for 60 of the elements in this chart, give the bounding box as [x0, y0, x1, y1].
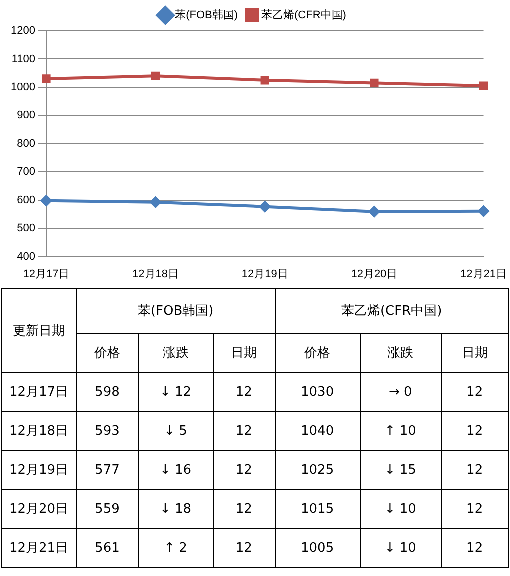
text: 1040 — [275, 412, 360, 450]
text: 1030 — [275, 372, 360, 412]
text: 价格 — [304, 346, 331, 361]
text: ↓ 10 — [360, 528, 442, 568]
text: 559 — [76, 490, 138, 528]
y-tick-label: 400 — [17, 250, 36, 263]
text: ↓ 12 — [138, 372, 214, 412]
text: 12 — [441, 528, 508, 568]
text: 593 — [76, 412, 138, 450]
text: 561 — [76, 528, 138, 568]
y-tick-label: 900 — [17, 110, 36, 122]
text: 苯乙烯(CFR中国) — [341, 304, 442, 319]
text: 12 — [441, 372, 508, 412]
text: → 0 — [360, 372, 442, 412]
text: 涨跌 — [388, 346, 414, 361]
x-tick-label: 12月19日 — [242, 268, 288, 280]
text: 12 — [213, 450, 276, 490]
y-tick-label: 1100 — [12, 53, 36, 66]
text: 12 — [441, 412, 508, 450]
text: ↓ 16 — [138, 450, 214, 490]
text: 价格 — [76, 334, 138, 372]
text: 598 — [76, 372, 138, 412]
text: 苯(FOB韩国) — [138, 304, 214, 319]
x-tick-label: 12月17日 — [23, 268, 70, 280]
x-tick-label: 12月20日 — [351, 268, 398, 280]
x-tick-label: 12月21日 — [460, 268, 508, 280]
text: 12 — [213, 412, 276, 450]
y-tick-label: 500 — [17, 222, 36, 235]
text: 1005 — [275, 528, 360, 568]
category-label: 12月20日 — [9, 502, 69, 517]
category-label: 12月18日 — [9, 424, 69, 439]
text: 涨跌 — [138, 334, 214, 372]
y-tick-label: 600 — [17, 194, 36, 206]
y-tick-label: 800 — [17, 138, 36, 150]
x-tick-label: 12月18日 — [132, 268, 180, 280]
text: 日期 — [462, 346, 488, 361]
text: 12 — [213, 372, 276, 412]
text: ↓ 10 — [360, 490, 442, 528]
text: ↓ 18 — [138, 490, 214, 528]
category-label: 12月21日 — [9, 541, 69, 556]
text: 1015 — [275, 490, 360, 528]
text: 1025 — [275, 450, 360, 490]
y-tick-label: 1000 — [10, 81, 36, 94]
text: 12 — [213, 528, 276, 568]
text: ↑ 10 — [360, 412, 442, 450]
text: ↓ 15 — [360, 450, 442, 490]
text: 12 — [441, 450, 508, 490]
y-tick-label: 1200 — [10, 25, 36, 38]
text: ↓ 5 — [138, 412, 214, 450]
y-tick-label: 700 — [17, 166, 36, 178]
legend-label: 苯(FOB韩国) — [175, 8, 238, 22]
text: 12 — [441, 490, 508, 528]
text: 12 — [213, 490, 276, 528]
text: ↑ 2 — [138, 528, 214, 568]
text: 日期 — [213, 334, 276, 372]
category-label: 12月19日 — [9, 463, 69, 478]
text: 577 — [76, 450, 138, 490]
text: 更新日期 — [2, 288, 76, 372]
legend-label: 苯乙烯(CFR中国) — [262, 8, 346, 22]
category-label: 12月17日 — [9, 385, 69, 400]
